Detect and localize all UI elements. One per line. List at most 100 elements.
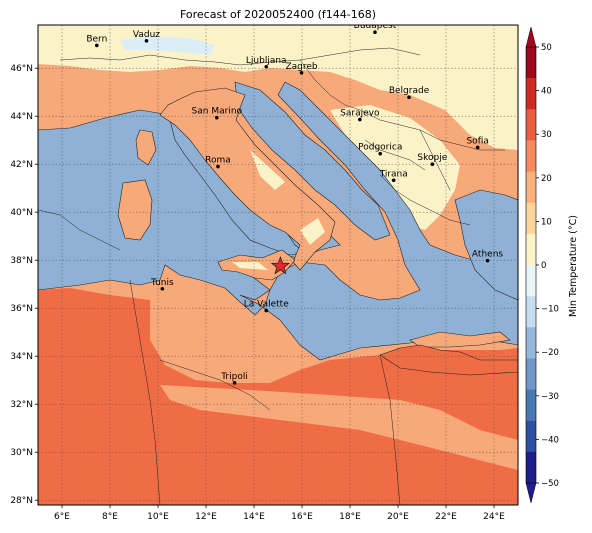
colorbar-top-arrow: [525, 26, 537, 48]
colorbar-band: [526, 265, 536, 297]
city-label: Budapest: [354, 21, 397, 31]
lat-tick-label: 46°N: [10, 64, 33, 74]
colorbar-tick-label: 10: [541, 217, 552, 227]
colorbar-band: [526, 420, 536, 453]
lon-tick-label: 8°E: [102, 512, 118, 522]
city-athens: Athens: [472, 250, 503, 263]
city-ljubljana: Ljubljana: [246, 56, 287, 69]
city-dot: [144, 39, 149, 43]
lon-tick-label: 22°E: [435, 512, 457, 522]
city-label: Tirana: [379, 169, 408, 179]
colorbar-band: [526, 171, 536, 204]
colorbar-band: [526, 78, 536, 110]
country-borders: [38, 47, 505, 505]
city-dot: [232, 381, 237, 385]
lat-tick-label: 28°N: [10, 496, 33, 506]
colorbar-band: [526, 451, 536, 484]
city-dot: [299, 70, 304, 75]
city-la-valette: La Valette: [244, 300, 289, 313]
lon-tick-label: 12°E: [195, 512, 217, 522]
city-label: Zagreb: [285, 62, 317, 72]
land-corsica: [135, 129, 157, 166]
colorbar-tick-label: 30: [541, 130, 552, 140]
colorbar-tick-label: 0: [541, 261, 546, 271]
city-label: San Marino: [192, 107, 243, 117]
lon-tick-label: 18°E: [339, 512, 361, 522]
city-label: Bern: [86, 34, 107, 44]
colorbar-band: [526, 140, 536, 172]
city-dot: [475, 145, 480, 150]
lon-tick-label: 24°E: [483, 512, 505, 522]
city-dot: [95, 43, 99, 48]
location-star-marker: [270, 256, 291, 275]
city-skopje: Skopje: [417, 153, 448, 166]
colorbar-tick-label: −20: [541, 348, 559, 358]
city-roma: Roma: [205, 156, 231, 169]
city-vaduz: Vaduz: [133, 30, 160, 43]
city-label: Sarajevo: [340, 109, 380, 119]
map-gridlines: [38, 25, 518, 505]
colorbar-band: [526, 202, 536, 235]
city-tirana: Tirana: [379, 169, 408, 183]
land-light-balkans: [330, 105, 460, 230]
city-dot: [358, 117, 362, 122]
city-label: Athens: [472, 250, 503, 260]
city-label: Sofia: [466, 136, 488, 146]
city-dot: [378, 151, 383, 156]
map-title: Forecast of 2020052400 (f144-168): [180, 8, 376, 21]
lat-tick-label: 44°N: [10, 112, 33, 122]
city-dot: [216, 164, 220, 169]
city-dot: [430, 162, 435, 166]
city-tunis: Tunis: [150, 278, 174, 291]
city-dot: [485, 258, 490, 263]
land-warm-desert: [160, 385, 518, 470]
colorbar-tick-label: 50: [541, 43, 552, 53]
lat-tick-label: 34°N: [10, 352, 33, 362]
city-podgorica: Podgorica: [358, 143, 402, 156]
colorbar-tick-label: −50: [541, 479, 559, 489]
lat-tick-label: 30°N: [10, 448, 33, 458]
colorbar-label: Min Temperature (°C): [568, 215, 579, 317]
lon-tick-label: 14°E: [243, 512, 265, 522]
lat-tick-label: 40°N: [10, 208, 33, 218]
colorbar: 50 40 30 20 10 0 −10 −20 −30 −40 −50 Min Temperatu…: [525, 26, 579, 504]
colorbar-band: [526, 109, 536, 141]
colorbar-tick-label: 40: [541, 87, 552, 97]
latitude-tick-labels: 46°N 44°N 42°N 40°N 38°N 36°N 34°N 32°N 30°N 28°N: [10, 64, 38, 506]
city-dot: [373, 30, 377, 34]
city-label: Roma: [205, 156, 231, 166]
colorbar-bands: [525, 46, 537, 484]
colorbar-tick-label: −30: [541, 392, 559, 402]
city-sofia: Sofia: [466, 136, 489, 150]
land-libya-coast: [379, 344, 518, 376]
lat-tick-label: 38°N: [10, 256, 33, 266]
land-sardinia: [117, 179, 153, 241]
colorbar-band: [526, 47, 536, 79]
colorbar-tick-label: 20: [541, 174, 552, 184]
city-budapest: Budapest: [354, 21, 397, 34]
colorbar-tick-label: −10: [541, 305, 559, 315]
city-dot: [215, 115, 219, 120]
city-belgrade: Belgrade: [389, 86, 430, 100]
colorbar-tick-labels: 50 40 30 20 10 0 −10 −20 −30 −40 −50: [536, 43, 559, 489]
city-sarajevo: Sarajevo: [340, 109, 380, 122]
colorbar-band: [526, 296, 536, 328]
longitude-tick-labels: 6°E 8°E 10°E 12°E 14°E 16°E 18°E 20°E 22°E 24°E: [54, 505, 505, 522]
city-label: Podgorica: [358, 143, 402, 153]
colorbar-band: [526, 327, 536, 359]
city-label: Belgrade: [389, 86, 430, 96]
city-dot: [264, 308, 269, 313]
sea-adriatic: [234, 81, 391, 241]
colorbar-band: [526, 233, 536, 266]
city-dot: [391, 178, 396, 183]
land-sicily-light: [232, 262, 268, 270]
map-frame: [37, 24, 519, 506]
lat-tick-label: 42°N: [10, 160, 33, 170]
land-cold-alps: [120, 36, 215, 55]
city-dot: [160, 286, 165, 291]
lon-tick-label: 20°E: [387, 512, 409, 522]
city-label: Ljubljana: [246, 56, 287, 66]
lat-tick-label: 36°N: [10, 304, 33, 314]
